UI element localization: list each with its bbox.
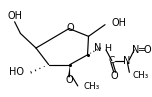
Text: O: O (111, 71, 119, 81)
Text: N: N (133, 45, 140, 55)
Text: N: N (94, 43, 101, 53)
Text: =: = (138, 45, 146, 55)
Text: OH: OH (112, 18, 127, 28)
Text: H: H (104, 44, 111, 52)
Text: CH₃: CH₃ (132, 71, 149, 80)
Text: O: O (66, 23, 74, 33)
Text: O: O (65, 75, 73, 85)
Text: N: N (123, 56, 130, 66)
Text: OH: OH (7, 11, 22, 21)
Text: HO: HO (9, 67, 24, 77)
Text: O: O (144, 45, 152, 55)
Text: C: C (109, 56, 115, 65)
Polygon shape (68, 65, 70, 77)
Text: CH₃: CH₃ (84, 82, 100, 91)
